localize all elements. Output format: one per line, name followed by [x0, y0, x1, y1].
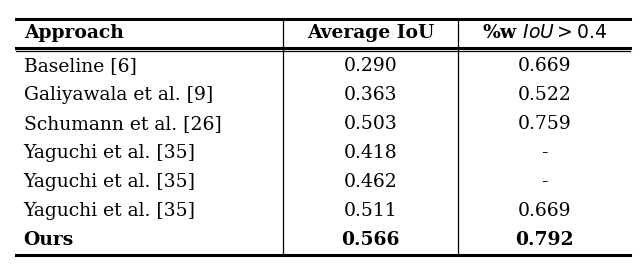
Text: 0.792: 0.792: [515, 231, 573, 249]
Text: -: -: [541, 144, 548, 162]
Text: 0.759: 0.759: [518, 115, 572, 133]
Text: 0.522: 0.522: [518, 86, 572, 104]
Text: 0.566: 0.566: [342, 231, 400, 249]
Text: 0.669: 0.669: [518, 202, 571, 220]
Text: 0.290: 0.290: [344, 57, 397, 75]
Text: Galiyawala et al. [9]: Galiyawala et al. [9]: [24, 86, 213, 104]
Text: 0.418: 0.418: [344, 144, 397, 162]
Text: Yaguchi et al. [35]: Yaguchi et al. [35]: [24, 202, 196, 220]
Text: Schumann et al. [26]: Schumann et al. [26]: [24, 115, 221, 133]
Text: Average IoU: Average IoU: [307, 24, 435, 43]
Text: 0.363: 0.363: [344, 86, 397, 104]
Text: Baseline [6]: Baseline [6]: [24, 57, 136, 75]
Text: Yaguchi et al. [35]: Yaguchi et al. [35]: [24, 144, 196, 162]
Text: 0.511: 0.511: [344, 202, 397, 220]
Text: 0.503: 0.503: [344, 115, 397, 133]
Text: 0.669: 0.669: [518, 57, 571, 75]
Text: Yaguchi et al. [35]: Yaguchi et al. [35]: [24, 173, 196, 191]
Text: Approach: Approach: [24, 24, 124, 43]
Text: Ours: Ours: [24, 231, 74, 249]
Text: -: -: [541, 173, 548, 191]
Text: 0.462: 0.462: [344, 173, 397, 191]
Text: %w $\mathit{IoU} > 0.4$: %w $\mathit{IoU} > 0.4$: [482, 24, 607, 43]
